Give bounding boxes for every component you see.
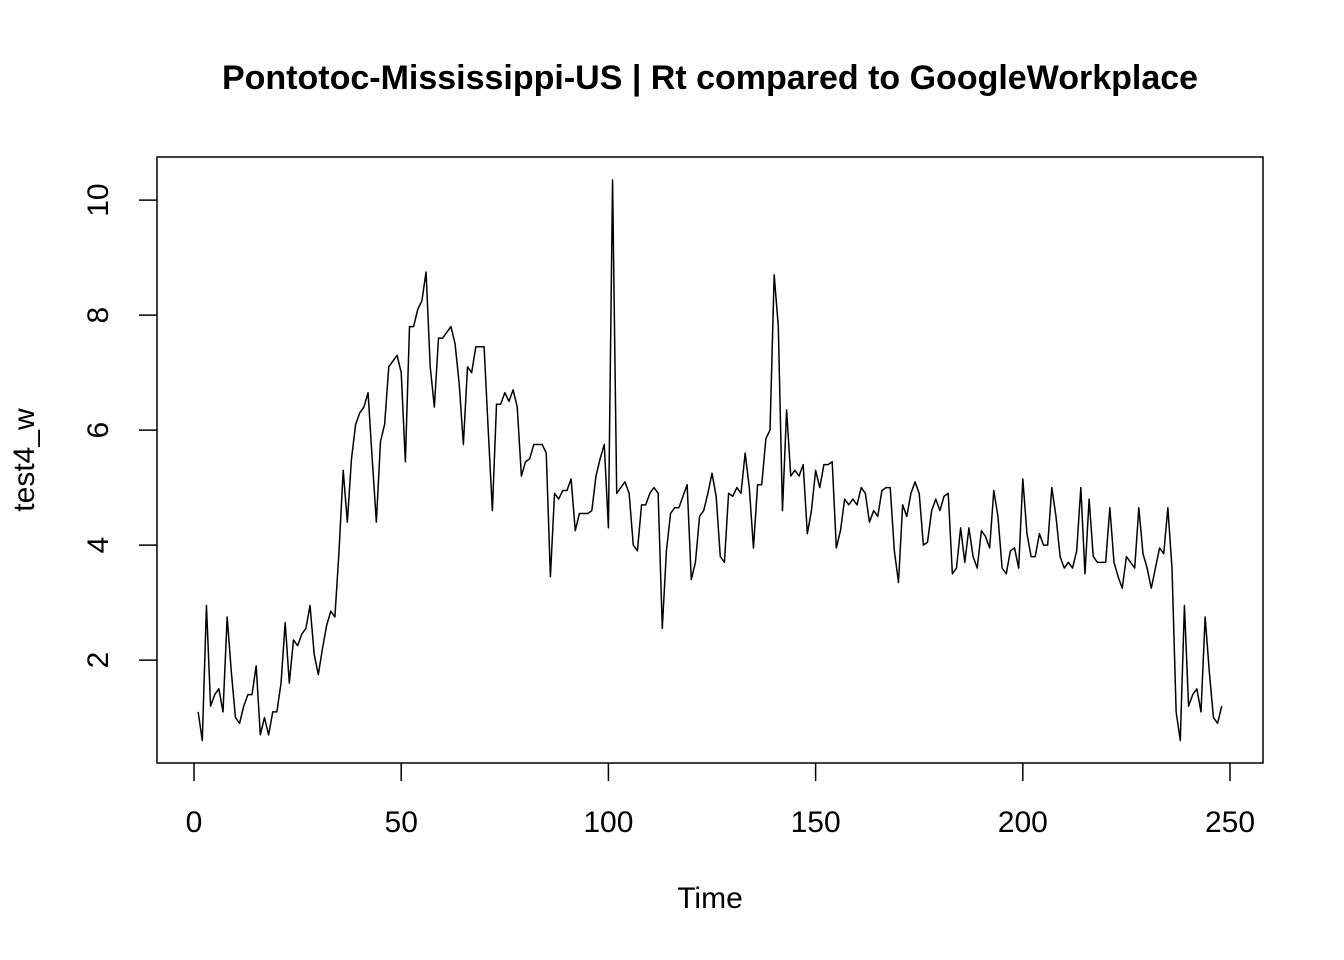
y-tick-label: 6 xyxy=(82,422,115,439)
plot-frame xyxy=(156,156,1264,764)
x-tick-label: 50 xyxy=(385,806,418,839)
x-tick-label: 150 xyxy=(791,806,841,839)
x-axis-label: Time xyxy=(677,882,743,915)
x-tick-label: 250 xyxy=(1205,806,1255,839)
series-line xyxy=(197,179,1223,742)
x-tick-label: 200 xyxy=(998,806,1048,839)
y-tick-label: 2 xyxy=(82,652,115,669)
y-tick-label: 4 xyxy=(82,537,115,554)
y-tick-label: 10 xyxy=(82,183,115,216)
y-tick-label: 8 xyxy=(82,307,115,324)
y-axis-label: test4_w xyxy=(8,408,41,512)
x-tick-label: 0 xyxy=(186,806,203,839)
x-tick-label: 100 xyxy=(583,806,633,839)
chart-title: Pontotoc-Mississippi-US | Rt compared to… xyxy=(222,59,1198,97)
